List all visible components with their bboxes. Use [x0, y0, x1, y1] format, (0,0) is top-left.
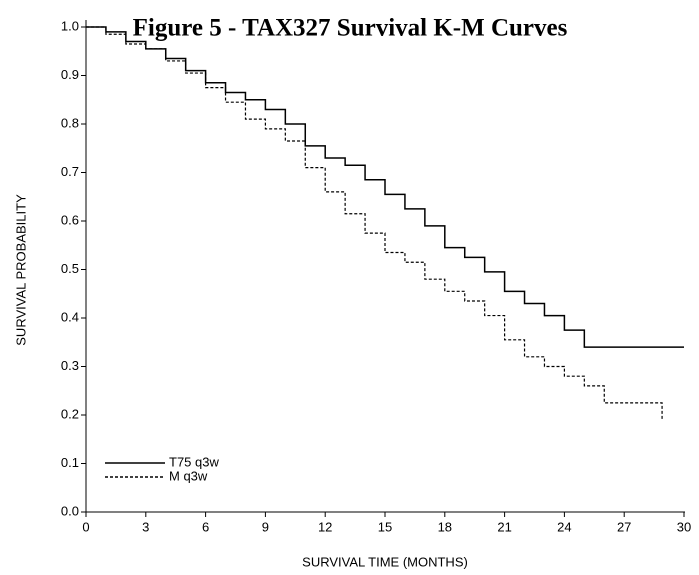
- y-tick-label: 0.1: [61, 455, 79, 470]
- legend-label: T75 q3w: [169, 454, 219, 469]
- y-tick-label: 0.9: [61, 67, 79, 82]
- x-tick-label: 9: [262, 519, 269, 534]
- y-tick-label: 0.7: [61, 164, 79, 179]
- y-tick-label: 0.4: [61, 309, 79, 324]
- y-tick-label: 0.5: [61, 261, 79, 276]
- x-tick-label: 21: [497, 519, 511, 534]
- y-tick-label: 0.2: [61, 406, 79, 421]
- x-tick-label: 24: [557, 519, 571, 534]
- x-tick-label: 15: [378, 519, 392, 534]
- x-tick-label: 6: [202, 519, 209, 534]
- x-tick-label: 0: [82, 519, 89, 534]
- y-tick-label: 0.0: [61, 503, 79, 518]
- y-tick-label: 1.0: [61, 18, 79, 33]
- chart-title: Figure 5 - TAX327 Survival K-M Curves: [133, 15, 568, 42]
- x-tick-label: 30: [677, 519, 691, 534]
- x-tick-label: 12: [318, 519, 332, 534]
- legend-label: M q3w: [169, 468, 208, 483]
- survival-curve: [86, 26, 663, 420]
- x-tick-label: 27: [617, 519, 631, 534]
- x-axis-label: SURVIVAL TIME (MONTHS): [302, 554, 468, 569]
- survival-curve: [86, 26, 684, 348]
- y-tick-label: 0.6: [61, 212, 79, 227]
- y-axis-label: SURVIVAL PROBABILITY: [13, 194, 28, 346]
- x-tick-label: 3: [142, 519, 149, 534]
- x-tick-label: 18: [438, 519, 452, 534]
- y-tick-label: 0.8: [61, 115, 79, 130]
- y-tick-label: 0.3: [61, 358, 79, 373]
